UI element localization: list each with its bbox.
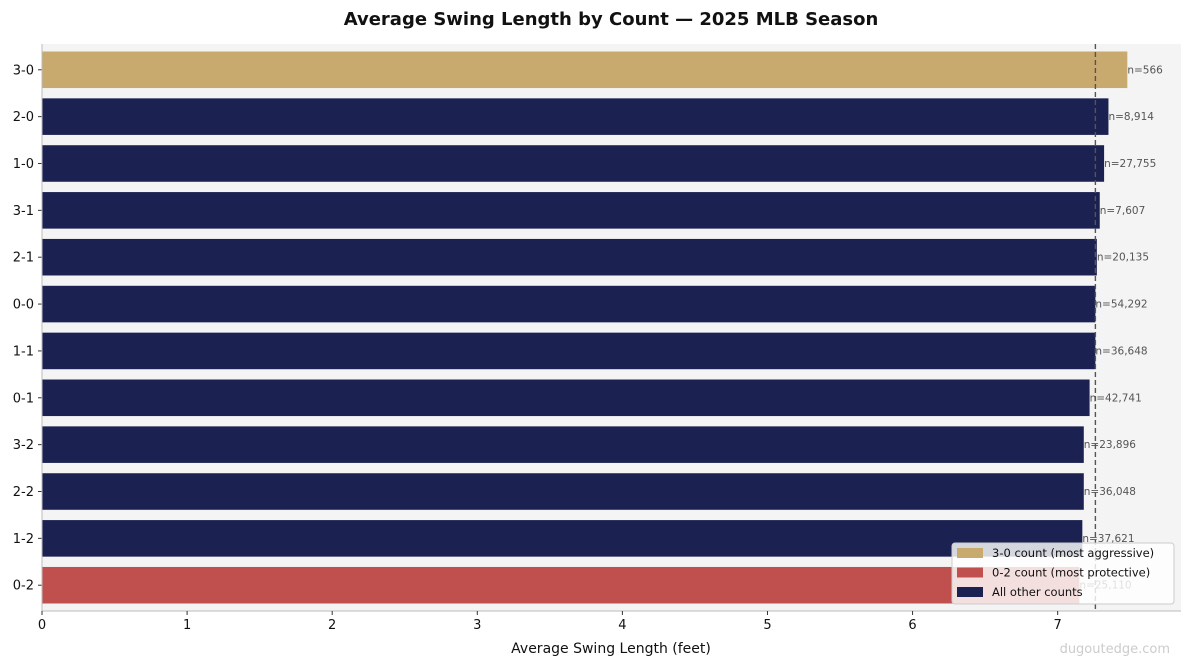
bar-label-1-1: n=36,648 [1095,345,1147,357]
legend-swatch-2 [957,567,983,578]
legend-label-1: 3-0 count (most aggressive) [992,546,1154,560]
legend-box [951,542,1175,605]
y-tick-label-1-0: 1-0 [13,157,34,172]
y-tick-label-1-2: 1-2 [13,532,34,547]
y-tick-label-2-1: 2-1 [13,251,34,266]
bar-label-2-1: n=20,135 [1097,252,1149,264]
x-tick-label-0: 0 [38,618,46,633]
x-tick-label-5: 5 [763,618,771,633]
y-tick-label-2-2: 2-2 [13,485,34,500]
bar-2-1 [42,238,1097,276]
bar-3-2 [42,426,1084,463]
bar-0-1 [42,379,1090,417]
bar-3-1 [42,192,1100,229]
x-tick-label-2: 2 [328,618,336,633]
bar-2-0 [42,98,1109,135]
bar-1-1 [42,332,1096,370]
y-tick-label-3-2: 3-2 [13,438,34,453]
plot-background [42,44,1181,611]
bar-0-0 [42,285,1096,323]
bar-label-1-0: n=27,755 [1104,158,1156,170]
bar-0-2 [42,566,1080,604]
bar-label-0-0: n=54,292 [1095,299,1147,311]
bar-label-1-2: n=37,621 [1082,533,1134,545]
bar-1-0 [42,145,1105,182]
y-tick-label-1-1: 1-1 [13,344,34,359]
watermark: dugoutedge.com [1060,642,1170,657]
legend-swatch-3 [957,587,983,597]
chart-title: Average Swing Length by Count — 2025 MLB… [344,9,879,30]
y-tick-label-0-2: 0-2 [13,579,34,594]
x-tick-label-6: 6 [908,618,916,633]
x-tick-label-1: 1 [183,618,191,633]
x-tick-label-4: 4 [618,618,626,633]
legend: 3-0 count (most aggressive) 0-2 count (mo… [951,542,1175,605]
bar-2-2 [42,473,1084,510]
bar-label-3-0: n=566 [1127,64,1163,76]
bar-label-2-0: n=8,914 [1108,111,1154,123]
legend-label-2: 0-2 count (most protective) [992,566,1150,580]
legend-swatch-1 [957,548,983,558]
x-tick-label-3: 3 [473,618,481,633]
bar-label-3-2: n=23,896 [1084,439,1137,451]
x-axis-label: Average Swing Length (feet) [511,641,711,657]
y-tick-label-0-0: 0-0 [13,298,34,313]
bar-3-0 [42,51,1128,89]
axes-group: 3-0 2-0 1-0 3-1 2-1 0-0 1-1 0-1 3-2 2-2 1-2 0-2 0 1 2 3… [13,44,1181,633]
bar-label-2-2: n=36,048 [1084,486,1136,498]
y-tick-label-2-0: 2-0 [13,110,34,125]
bars-group [42,51,1128,604]
y-tick-label-0-1: 0-1 [13,391,34,406]
bar-1-2 [42,520,1083,557]
y-tick-label-3-0: 3-0 [13,63,34,78]
legend-label-3: All other counts [992,585,1083,599]
bar-label-3-1: n=7,607 [1100,205,1146,217]
bar-label-0-1: n=42,741 [1090,392,1142,404]
x-tick-label-7: 7 [1054,618,1062,633]
y-tick-label-3-1: 3-1 [13,204,34,219]
